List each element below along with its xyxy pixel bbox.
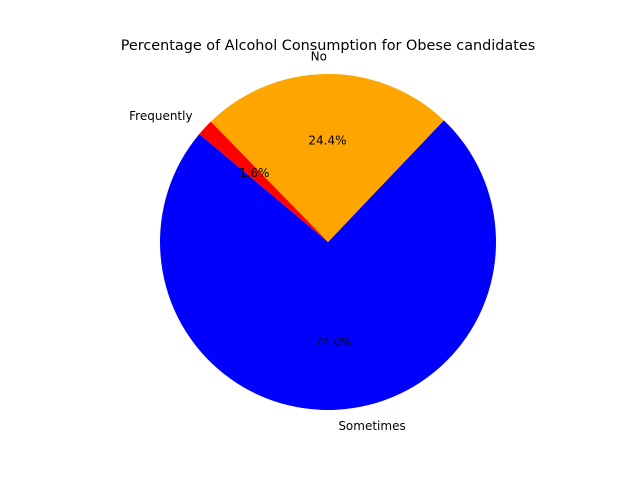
pie-labels: Sometimes 74.0% No 24.4% Frequently 1.6% [129, 50, 406, 433]
slice-pct-no: 24.4% [308, 134, 346, 148]
pie-slices [159, 73, 497, 411]
slice-label-sometimes: Sometimes [338, 419, 405, 433]
pie-slice-no [210, 73, 444, 242]
pie-slice-frequently [199, 121, 328, 242]
slice-pct-frequently: 1.6% [239, 166, 270, 180]
slice-pct-sometimes: 74.0% [315, 335, 353, 349]
slice-label-frequently: Frequently [129, 109, 192, 123]
chart-title: Percentage of Alcohol Consumption for Ob… [121, 38, 535, 54]
pie-slice-sometimes [159, 120, 497, 411]
slice-label-no: No [311, 50, 327, 64]
